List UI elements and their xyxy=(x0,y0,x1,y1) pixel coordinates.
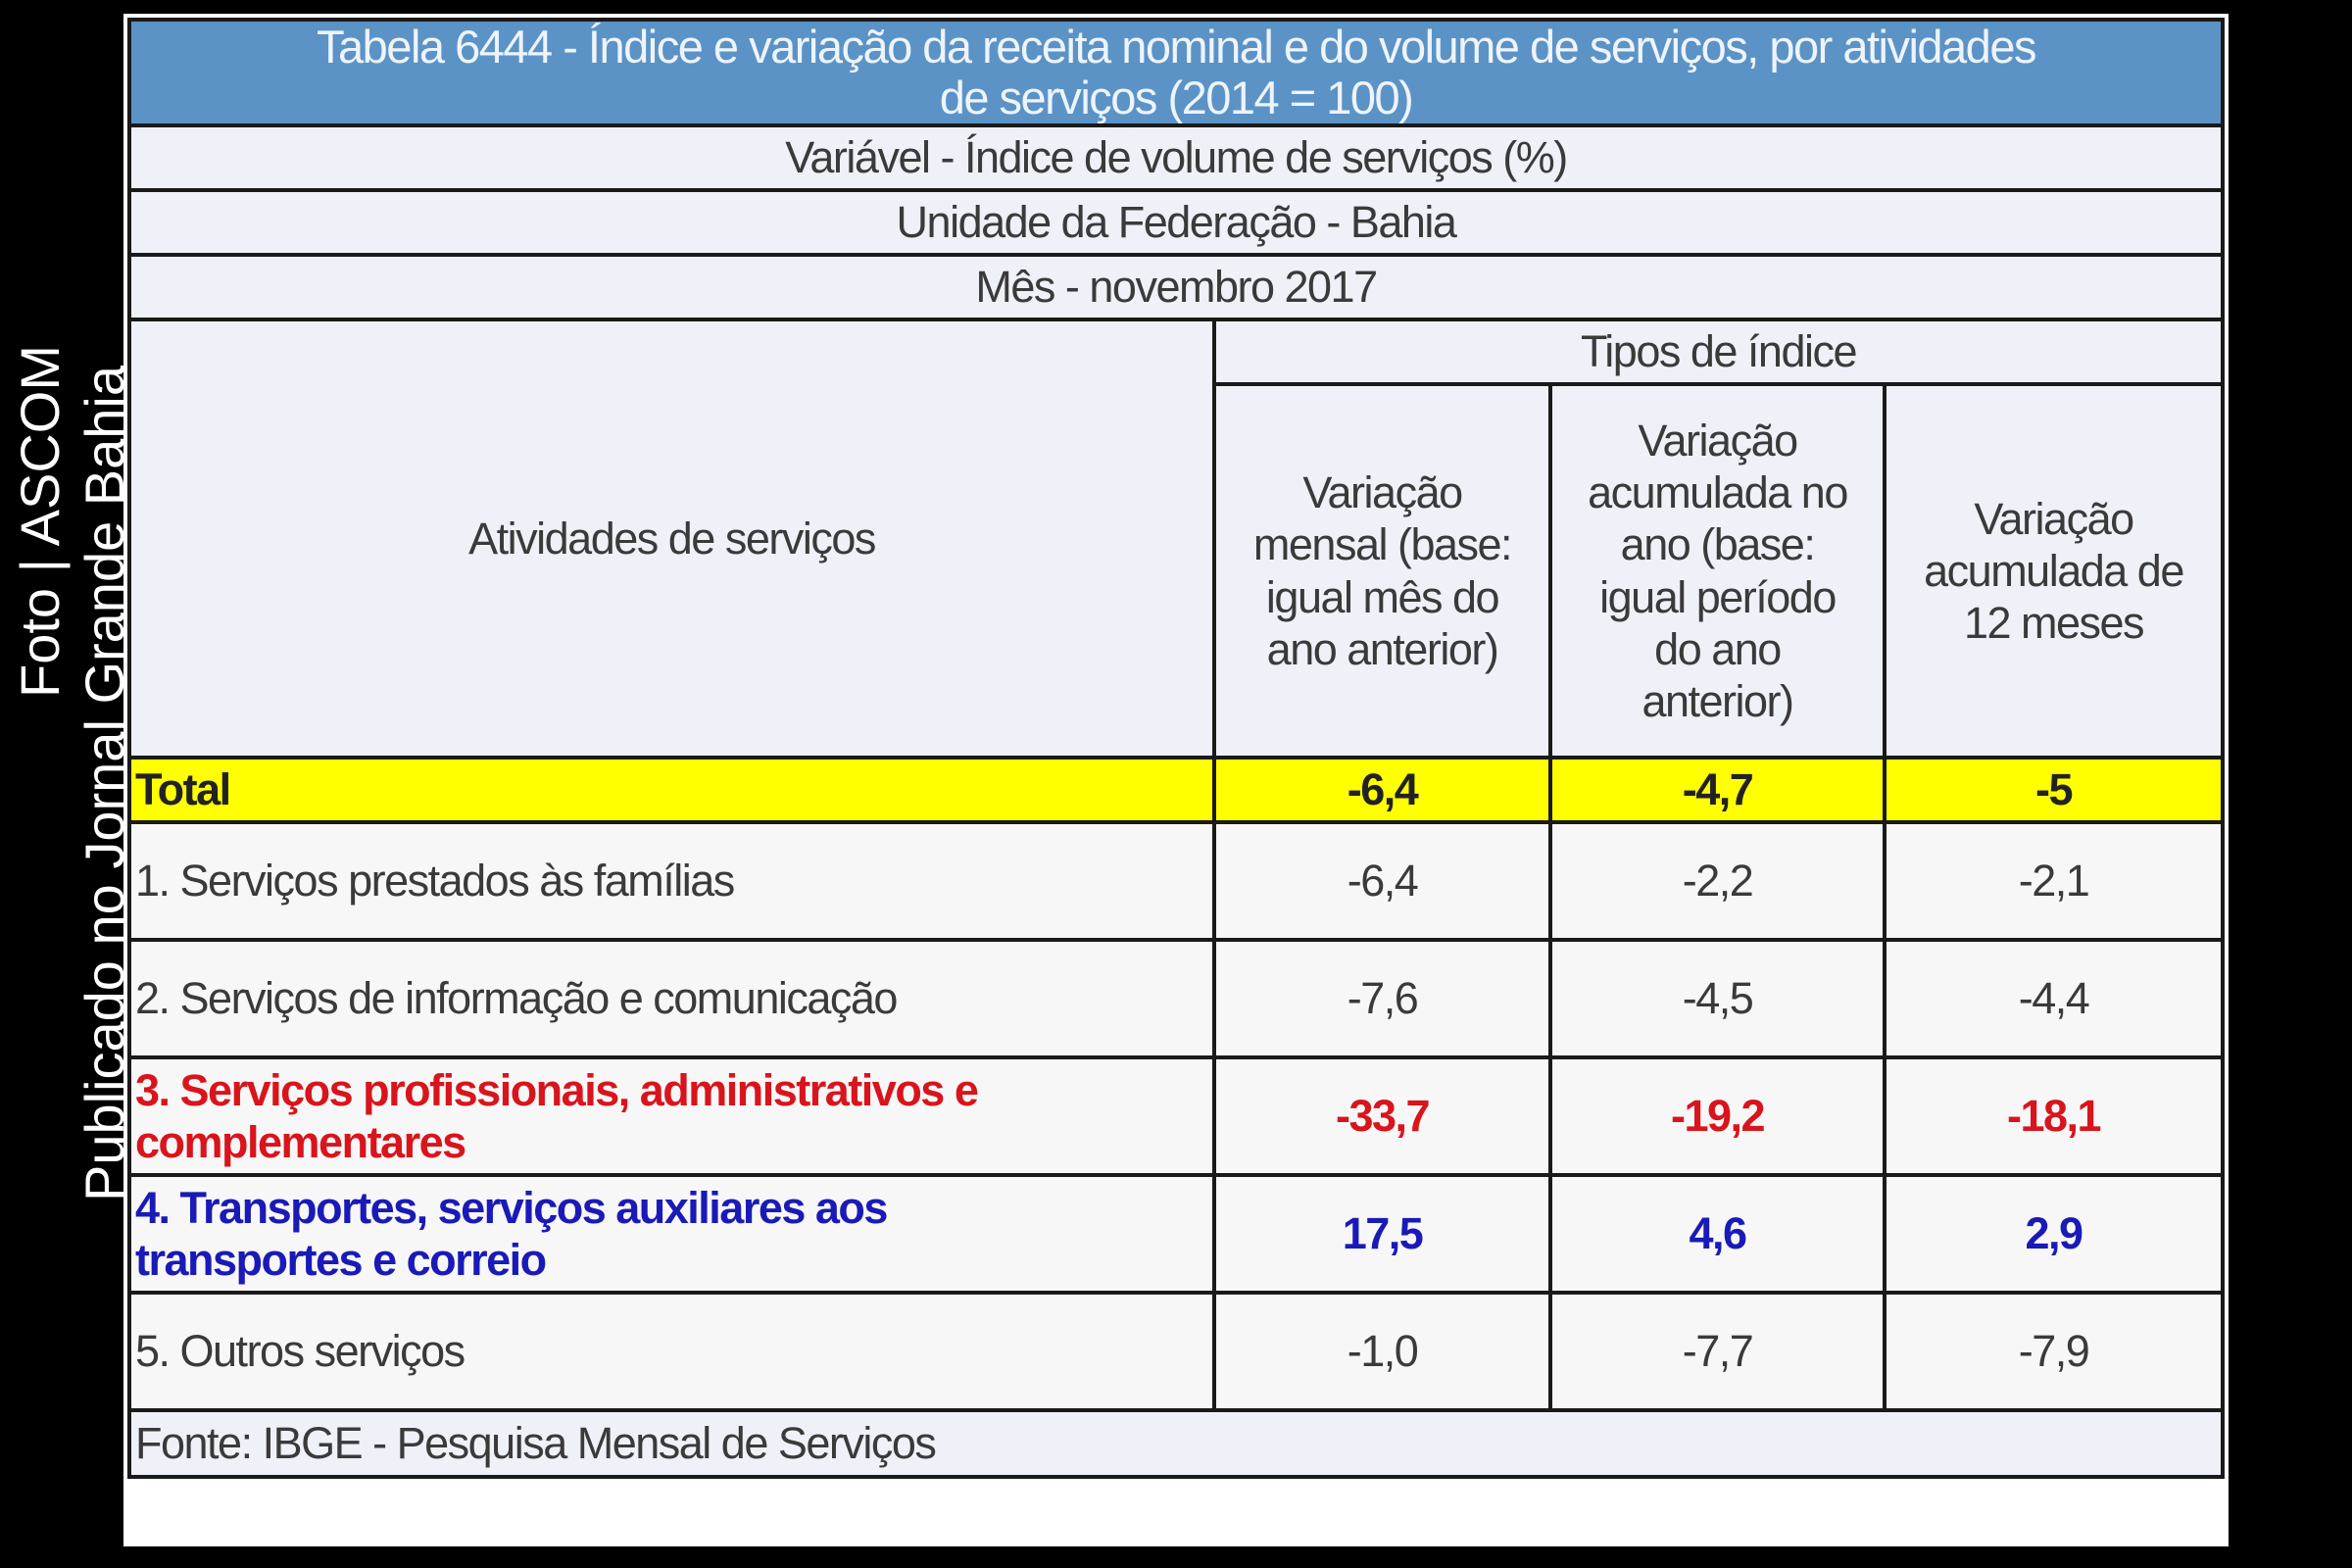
cell: -18,1 xyxy=(1883,1055,2225,1177)
row-label: 2. Serviços de informação e comunicação xyxy=(127,938,1216,1059)
table-row-total: Total -6,4 -4,7 -5 xyxy=(127,756,2225,824)
cell: 17,5 xyxy=(1212,1173,1552,1295)
table-row-highlight-red: 3. Serviços profissionais, administrativ… xyxy=(127,1055,2225,1177)
cell: -19,2 xyxy=(1548,1055,1886,1177)
group-header: Tipos de índice xyxy=(1212,318,2225,386)
cell: -6,4 xyxy=(1212,756,1552,824)
cell: -4,7 xyxy=(1548,756,1886,824)
row-label: 4. Transportes, serviços auxiliares aos … xyxy=(127,1173,1216,1295)
source-note: Fonte: IBGE - Pesquisa Mensal de Serviço… xyxy=(127,1408,2225,1479)
column-header: Variação mensal (base: igual mês do ano … xyxy=(1212,382,1552,760)
row-label: 3. Serviços profissionais, administrativ… xyxy=(127,1055,1216,1177)
cell: -5 xyxy=(1883,756,2225,824)
month-label: Mês - novembro 2017 xyxy=(127,253,2225,321)
table-row: 5. Outros serviços -1,0 -7,7 -7,9 xyxy=(127,1291,2225,1412)
cell: 4,6 xyxy=(1548,1173,1886,1295)
table-row: 1. Serviços prestados às famílias -6,4 -… xyxy=(127,820,2225,942)
cell: -6,4 xyxy=(1212,820,1552,942)
table-row-highlight-blue: 4. Transportes, serviços auxiliares aos … xyxy=(127,1173,2225,1295)
row-label: Total xyxy=(127,756,1216,824)
cell: -7,6 xyxy=(1212,938,1552,1059)
row-header: Atividades de serviços xyxy=(127,318,1216,760)
table-title: Tabela 6444 - Índice e variação da recei… xyxy=(127,18,2225,127)
variable-label: Variável - Índice de volume de serviços … xyxy=(127,123,2225,192)
cell: -7,7 xyxy=(1548,1291,1886,1412)
row-label: 5. Outros serviços xyxy=(127,1291,1216,1412)
cell: -2,2 xyxy=(1548,820,1886,942)
column-header: Variação acumulada no ano (base: igual p… xyxy=(1548,382,1886,760)
unit-label: Unidade da Federação - Bahia xyxy=(127,188,2225,257)
cell: -1,0 xyxy=(1212,1291,1552,1412)
photo-credit: Foto | ASCOM xyxy=(9,345,71,698)
cell: 2,9 xyxy=(1883,1173,2225,1295)
cell: -4,5 xyxy=(1548,938,1886,1059)
data-table: Tabela 6444 - Índice e variação da recei… xyxy=(127,18,2225,1479)
row-label: 1. Serviços prestados às famílias xyxy=(127,820,1216,942)
cell: -4,4 xyxy=(1883,938,2225,1059)
cell: -33,7 xyxy=(1212,1055,1552,1177)
table-row: 2. Serviços de informação e comunicação … xyxy=(127,938,2225,1059)
cell: -7,9 xyxy=(1883,1291,2225,1412)
cell: -2,1 xyxy=(1883,820,2225,942)
column-header: Variação acumulada de 12 meses xyxy=(1883,382,2225,760)
